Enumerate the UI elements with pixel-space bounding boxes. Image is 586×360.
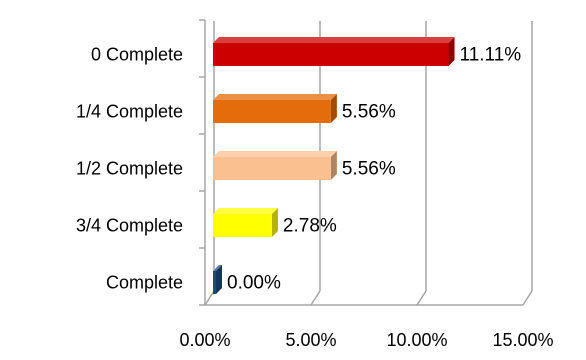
bar-0-front [213, 43, 449, 66]
chart-labels: 11.11% 0 Complete 5.56% 1/4 Complete 5.56% 1/… [76, 45, 554, 351]
floor-gridline-1 [310, 290, 321, 306]
bar-3 [213, 208, 278, 237]
bar-4-top [213, 265, 222, 271]
bar-2-side [330, 151, 337, 180]
category-label-3: 3/4 Complete [76, 216, 183, 236]
bar-2 [213, 151, 337, 180]
value-label-2: 5.56% [342, 159, 396, 180]
bar-3-side [271, 208, 278, 237]
chart-bars [213, 37, 455, 294]
category-label-4: Complete [106, 273, 183, 293]
bar-3-front [213, 214, 272, 237]
floor-gridline-0 [204, 290, 215, 306]
x-tick-label-2: 10.00% [386, 330, 447, 350]
value-label-0: 11.11% [460, 45, 522, 66]
value-label-1: 5.56% [342, 102, 396, 123]
value-label-4: 0.00% [227, 273, 281, 294]
floor-gridline-3 [522, 290, 533, 306]
bar-2-front [213, 157, 331, 180]
x-tick-label-0: 0.00% [179, 330, 230, 350]
floor-gridline-2 [416, 290, 427, 306]
x-tick-label-3: 15.00% [492, 330, 553, 350]
x-tick-label-1: 5.00% [285, 330, 336, 350]
bar-3-top [213, 208, 278, 214]
category-label-2: 1/2 Complete [76, 159, 183, 179]
bar-1-side [330, 94, 337, 123]
bar-4-front [213, 271, 216, 294]
bar-2-top [213, 151, 337, 157]
bar-1 [213, 94, 337, 123]
bar-4-side [216, 265, 222, 294]
bar-1-front [213, 100, 331, 123]
bar-0-side [448, 37, 455, 66]
category-label-0: 0 Complete [91, 45, 183, 65]
value-label-3: 2.78% [283, 216, 337, 237]
bar-0 [213, 37, 455, 66]
chart-axes [199, 19, 523, 306]
bar-4 [213, 265, 222, 294]
category-label-1: 1/4 Complete [76, 102, 183, 122]
bar-1-top [213, 94, 337, 100]
bar-0-top [213, 37, 455, 43]
